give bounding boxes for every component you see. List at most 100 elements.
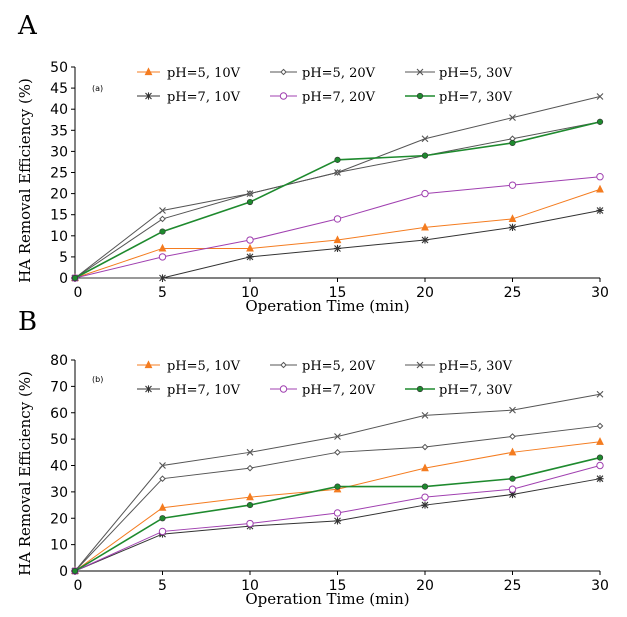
series-pH=5, 20V [71, 422, 604, 575]
data-point [246, 253, 254, 261]
panel-sub-label: (a) [92, 84, 103, 93]
x-tick-label: 20 [416, 578, 434, 594]
y-tick-label: 10 [50, 229, 68, 245]
legend-entry: pH=7, 20V [270, 90, 376, 105]
y-tick-label: 25 [50, 166, 68, 182]
chart-panel-B: B 0 10 20 30 40 50 60 70 80 0 5 10 15 20 25 30 Operation … [16, 307, 609, 608]
data-point [596, 437, 604, 445]
data-point [596, 118, 604, 125]
y-tick-label: 50 [50, 60, 68, 76]
legend-marker [279, 385, 288, 393]
data-point [421, 483, 429, 490]
data-point [509, 114, 516, 122]
data-point [246, 519, 254, 528]
y-tick-label: 15 [50, 208, 68, 224]
x-tick-label: 25 [504, 578, 522, 594]
legend-label: pH=5, 30V [439, 359, 513, 374]
data-point [159, 207, 166, 214]
series-pH=7, 30V [71, 118, 604, 282]
legend-label: pH=7, 10V [167, 90, 241, 105]
legend-marker [279, 92, 288, 100]
legend-entry: pH=7, 10V [137, 383, 241, 398]
x-tick-label: 30 [591, 285, 609, 301]
data-point [596, 475, 604, 483]
legend-entry: pH=5, 20V [270, 359, 376, 374]
y-tick-label: 0 [59, 564, 68, 580]
legend-marker [144, 385, 153, 393]
y-axis-title: HA Removal Efficiency (%) [16, 78, 34, 283]
series-pH=5, 30V [71, 93, 604, 282]
y-tick-label: 80 [50, 353, 68, 369]
series-line [74, 121, 601, 279]
data-point [596, 390, 604, 398]
legend-label: pH=7, 20V [302, 90, 376, 105]
data-point [246, 492, 254, 501]
x-tick-label: 15 [329, 578, 347, 594]
legend-label: pH=7, 20V [302, 383, 376, 398]
legend-marker [144, 360, 153, 369]
data-point [509, 475, 516, 482]
x-axis-title: Operation Time (min) [245, 590, 409, 608]
y-tick-label: 20 [50, 511, 68, 527]
x-tick-label: 10 [241, 285, 259, 301]
legend-marker [416, 68, 424, 76]
y-tick-label: 40 [50, 102, 68, 118]
data-point [508, 485, 517, 493]
series-pH=7, 30V [71, 454, 604, 575]
series-pH=7, 20V [71, 173, 604, 282]
series-line [74, 425, 601, 572]
data-point [333, 517, 342, 525]
legend-marker [280, 361, 287, 369]
data-point [159, 462, 166, 469]
data-point [333, 235, 342, 244]
legend-label: pH=7, 30V [439, 383, 513, 398]
data-point [159, 475, 166, 482]
x-tick-label: 5 [158, 578, 167, 594]
data-point [421, 463, 429, 472]
series-pH=5, 10V [71, 437, 604, 575]
data-point [334, 156, 341, 163]
legend-label: pH=7, 30V [439, 90, 513, 105]
y-tick-label: 30 [50, 144, 68, 160]
legend-entry: pH=5, 10V [137, 66, 241, 81]
data-point [596, 206, 604, 215]
panel-letter: B [18, 307, 37, 337]
data-point [421, 443, 429, 451]
data-point [509, 433, 516, 440]
chart-panel-A: A 0 5 10 15 20 25 30 35 40 45 50 0 5 10 15 20 25 30 Operati… [16, 11, 609, 315]
y-tick-label: 0 [59, 271, 68, 287]
data-point [158, 503, 167, 511]
legend-entry: pH=7, 10V [137, 90, 241, 105]
legend-entry: pH=5, 10V [137, 359, 241, 374]
data-point [596, 422, 604, 430]
data-point [509, 406, 516, 414]
data-point [421, 501, 429, 509]
legend-entry: pH=7, 20V [270, 383, 376, 398]
y-tick-label: 70 [50, 379, 68, 395]
data-point [508, 223, 517, 231]
data-point [334, 169, 341, 176]
data-point [159, 515, 166, 522]
legend-entry: pH=7, 30V [405, 90, 513, 105]
data-point [246, 236, 254, 244]
y-tick-label: 20 [50, 187, 68, 203]
series-pH=5, 30V [71, 390, 604, 575]
data-point [158, 243, 167, 252]
series-line [74, 121, 601, 279]
data-point [333, 215, 342, 223]
legend-marker [416, 361, 424, 369]
data-point [508, 181, 517, 189]
series-line [74, 176, 601, 279]
data-point [71, 274, 79, 282]
data-point [158, 274, 167, 282]
data-point [596, 173, 604, 181]
legend-label: pH=5, 20V [302, 66, 376, 81]
series-line [74, 393, 601, 572]
data-point [246, 198, 254, 206]
y-tick-label: 50 [50, 432, 68, 448]
legend-entry: pH=5, 30V [405, 66, 513, 81]
data-point [159, 228, 166, 235]
x-tick-label: 10 [241, 578, 259, 594]
data-point [596, 461, 604, 470]
